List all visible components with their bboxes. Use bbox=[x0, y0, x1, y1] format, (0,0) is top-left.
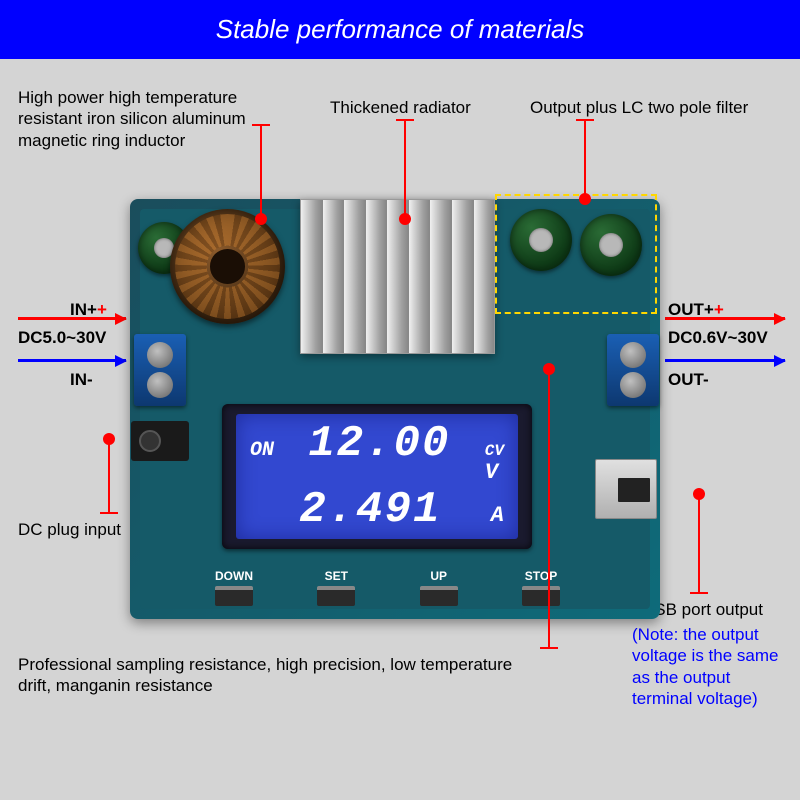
arrow-in-plus bbox=[18, 317, 126, 320]
btn-label-set: SET bbox=[317, 569, 355, 583]
callout-tee bbox=[100, 512, 118, 514]
lcd-voltage: 12.00 bbox=[308, 419, 450, 469]
lcd-screen: ON 12.00 CV V 2.491 A bbox=[222, 404, 532, 549]
heatsink-fin bbox=[474, 200, 495, 353]
label-dc-plug: DC plug input bbox=[18, 519, 121, 540]
dc-jack bbox=[131, 421, 189, 461]
page-title: Stable performance of materials bbox=[216, 14, 585, 44]
terminal-block-out bbox=[607, 334, 659, 406]
button-up[interactable] bbox=[420, 586, 458, 606]
heatsink-fin bbox=[323, 200, 345, 353]
button-down[interactable] bbox=[215, 586, 253, 606]
label-in-range: DC5.0~30V bbox=[18, 327, 106, 348]
button-row: DOWN SET UP STOP bbox=[215, 569, 560, 606]
callout-tee bbox=[252, 124, 270, 126]
label-inductor: High power high temperature resistant ir… bbox=[18, 87, 253, 151]
callout-dot bbox=[255, 213, 267, 225]
heatsink-fin bbox=[409, 200, 431, 353]
button-stop[interactable] bbox=[522, 586, 560, 606]
callout-dot bbox=[399, 213, 411, 225]
label-lc-filter: Output plus LC two pole filter bbox=[530, 97, 785, 118]
capacitor-lc-1 bbox=[510, 209, 572, 271]
heatsink-fin bbox=[366, 200, 388, 353]
callout-tee bbox=[540, 647, 558, 649]
callout-line bbox=[698, 494, 700, 594]
arrow-out-minus bbox=[665, 359, 785, 362]
label-usb: USB port output bbox=[642, 599, 763, 620]
lcd-v-unit: V bbox=[485, 460, 498, 485]
lcd-current: 2.491 bbox=[299, 485, 441, 535]
callout-dot bbox=[543, 363, 555, 375]
callout-line bbox=[108, 439, 110, 514]
callout-dot bbox=[693, 488, 705, 500]
callout-dot bbox=[579, 193, 591, 205]
heatsink-fin bbox=[301, 200, 323, 353]
callout-tee bbox=[396, 119, 414, 121]
arrow-in-minus bbox=[18, 359, 126, 362]
lcd-on: ON bbox=[250, 439, 274, 462]
callout-tee bbox=[690, 592, 708, 594]
callout-line bbox=[260, 124, 262, 219]
btn-label-stop: STOP bbox=[522, 569, 560, 583]
label-usb-note: (Note: the output voltage is the same as… bbox=[632, 624, 787, 709]
heatsink-fin bbox=[430, 200, 452, 353]
label-radiator: Thickened radiator bbox=[330, 97, 471, 118]
usb-port bbox=[595, 459, 657, 519]
callout-line bbox=[584, 119, 586, 199]
label-sampling: Professional sampling resistance, high p… bbox=[18, 654, 518, 697]
lcd-inner: ON 12.00 CV V 2.491 A bbox=[236, 414, 518, 539]
lcd-a-unit: A bbox=[491, 503, 504, 528]
btn-label-up: UP bbox=[420, 569, 458, 583]
callout-dot bbox=[103, 433, 115, 445]
btn-label-down: DOWN bbox=[215, 569, 253, 583]
callout-tee bbox=[576, 119, 594, 121]
diagram-content: High power high temperature resistant ir… bbox=[0, 59, 800, 799]
button-set[interactable] bbox=[317, 586, 355, 606]
heatsink bbox=[300, 199, 495, 354]
label-in-minus: IN- bbox=[70, 369, 93, 390]
heatsink-fin bbox=[452, 200, 474, 353]
callout-line bbox=[404, 119, 406, 219]
label-out-minus: OUT- bbox=[668, 369, 709, 390]
inductor-winding bbox=[175, 214, 280, 319]
title-bar: Stable performance of materials bbox=[0, 0, 800, 59]
terminal-block-in bbox=[134, 334, 186, 406]
arrow-out-plus bbox=[665, 317, 785, 320]
heatsink-fin bbox=[344, 200, 366, 353]
label-out-range: DC0.6V~30V bbox=[668, 327, 768, 348]
capacitor-lc-2 bbox=[580, 214, 642, 276]
lcd-mode: CV bbox=[485, 442, 504, 460]
callout-line bbox=[548, 369, 550, 649]
